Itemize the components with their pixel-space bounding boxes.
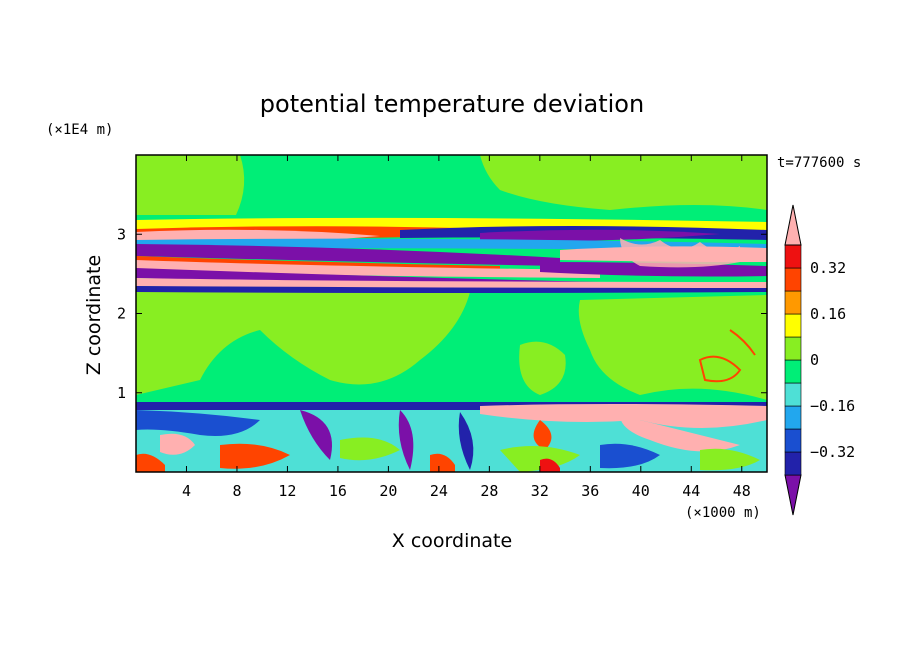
colorbar-label: −0.32 — [810, 443, 855, 461]
band-purple-1 — [136, 244, 560, 266]
x-tick-label: 40 — [632, 482, 650, 500]
middle-patch-center — [519, 341, 566, 395]
x-tick-label: 28 — [480, 482, 498, 500]
x-tick-label: 44 — [682, 482, 700, 500]
upper-patch-right — [480, 155, 767, 210]
x-axis-label: X coordinate — [392, 530, 512, 552]
colorbar-bin — [784, 428, 802, 453]
colorbar-label: 0.32 — [810, 259, 846, 277]
middle-patch-left — [136, 292, 470, 395]
x-tick-label: 24 — [430, 482, 448, 500]
x-tick-label: 8 — [232, 482, 241, 500]
x-tick-label: 36 — [581, 482, 599, 500]
colorbar-bin — [784, 313, 802, 338]
colorbar-bin — [784, 359, 802, 384]
chart-title: potential temperature deviation — [260, 90, 644, 118]
y-axis-label: Z coordinate — [83, 255, 105, 375]
colorbar-label: 0.16 — [810, 305, 846, 323]
colorbar-bin — [784, 244, 802, 269]
y-axis: 1 2 3 — [117, 225, 767, 402]
middle-patch-right — [578, 295, 767, 400]
x-tick-label: 48 — [733, 482, 751, 500]
x-axis: 4 8 12 16 20 24 28 32 36 40 44 48 — [182, 155, 751, 500]
colorbar-bin — [784, 451, 802, 476]
y-unit-label: (×1E4 m) — [46, 122, 113, 138]
colorbar-bin — [784, 382, 802, 407]
colorbar-bin — [784, 336, 802, 361]
band-pink-mid — [136, 260, 600, 278]
x-tick-label: 4 — [182, 482, 191, 500]
x-tick-label: 32 — [531, 482, 549, 500]
colorbar-bin — [784, 290, 802, 315]
colorbar-label: −0.16 — [810, 397, 855, 415]
colorbar-bin — [784, 267, 802, 292]
x-tick-label: 16 — [329, 482, 347, 500]
x-tick-label: 12 — [278, 482, 296, 500]
colorbar-label: 0 — [810, 351, 819, 369]
y-tick-label: 2 — [117, 305, 126, 323]
colorbar-bin — [784, 474, 802, 516]
upper-patch-left — [136, 155, 245, 215]
x-tick-label: 20 — [379, 482, 397, 500]
x-unit-label: (×1000 m) — [685, 505, 761, 521]
y-tick-label: 3 — [117, 225, 126, 243]
heatmap-field — [136, 155, 767, 472]
colorbar-bin — [784, 405, 802, 430]
time-label: t=777600 s — [777, 155, 861, 171]
colorbar-bin — [784, 204, 802, 246]
colorbar: 0.32 0.16 0 −0.16 −0.32 — [784, 204, 855, 516]
y-tick-label: 1 — [117, 384, 126, 402]
